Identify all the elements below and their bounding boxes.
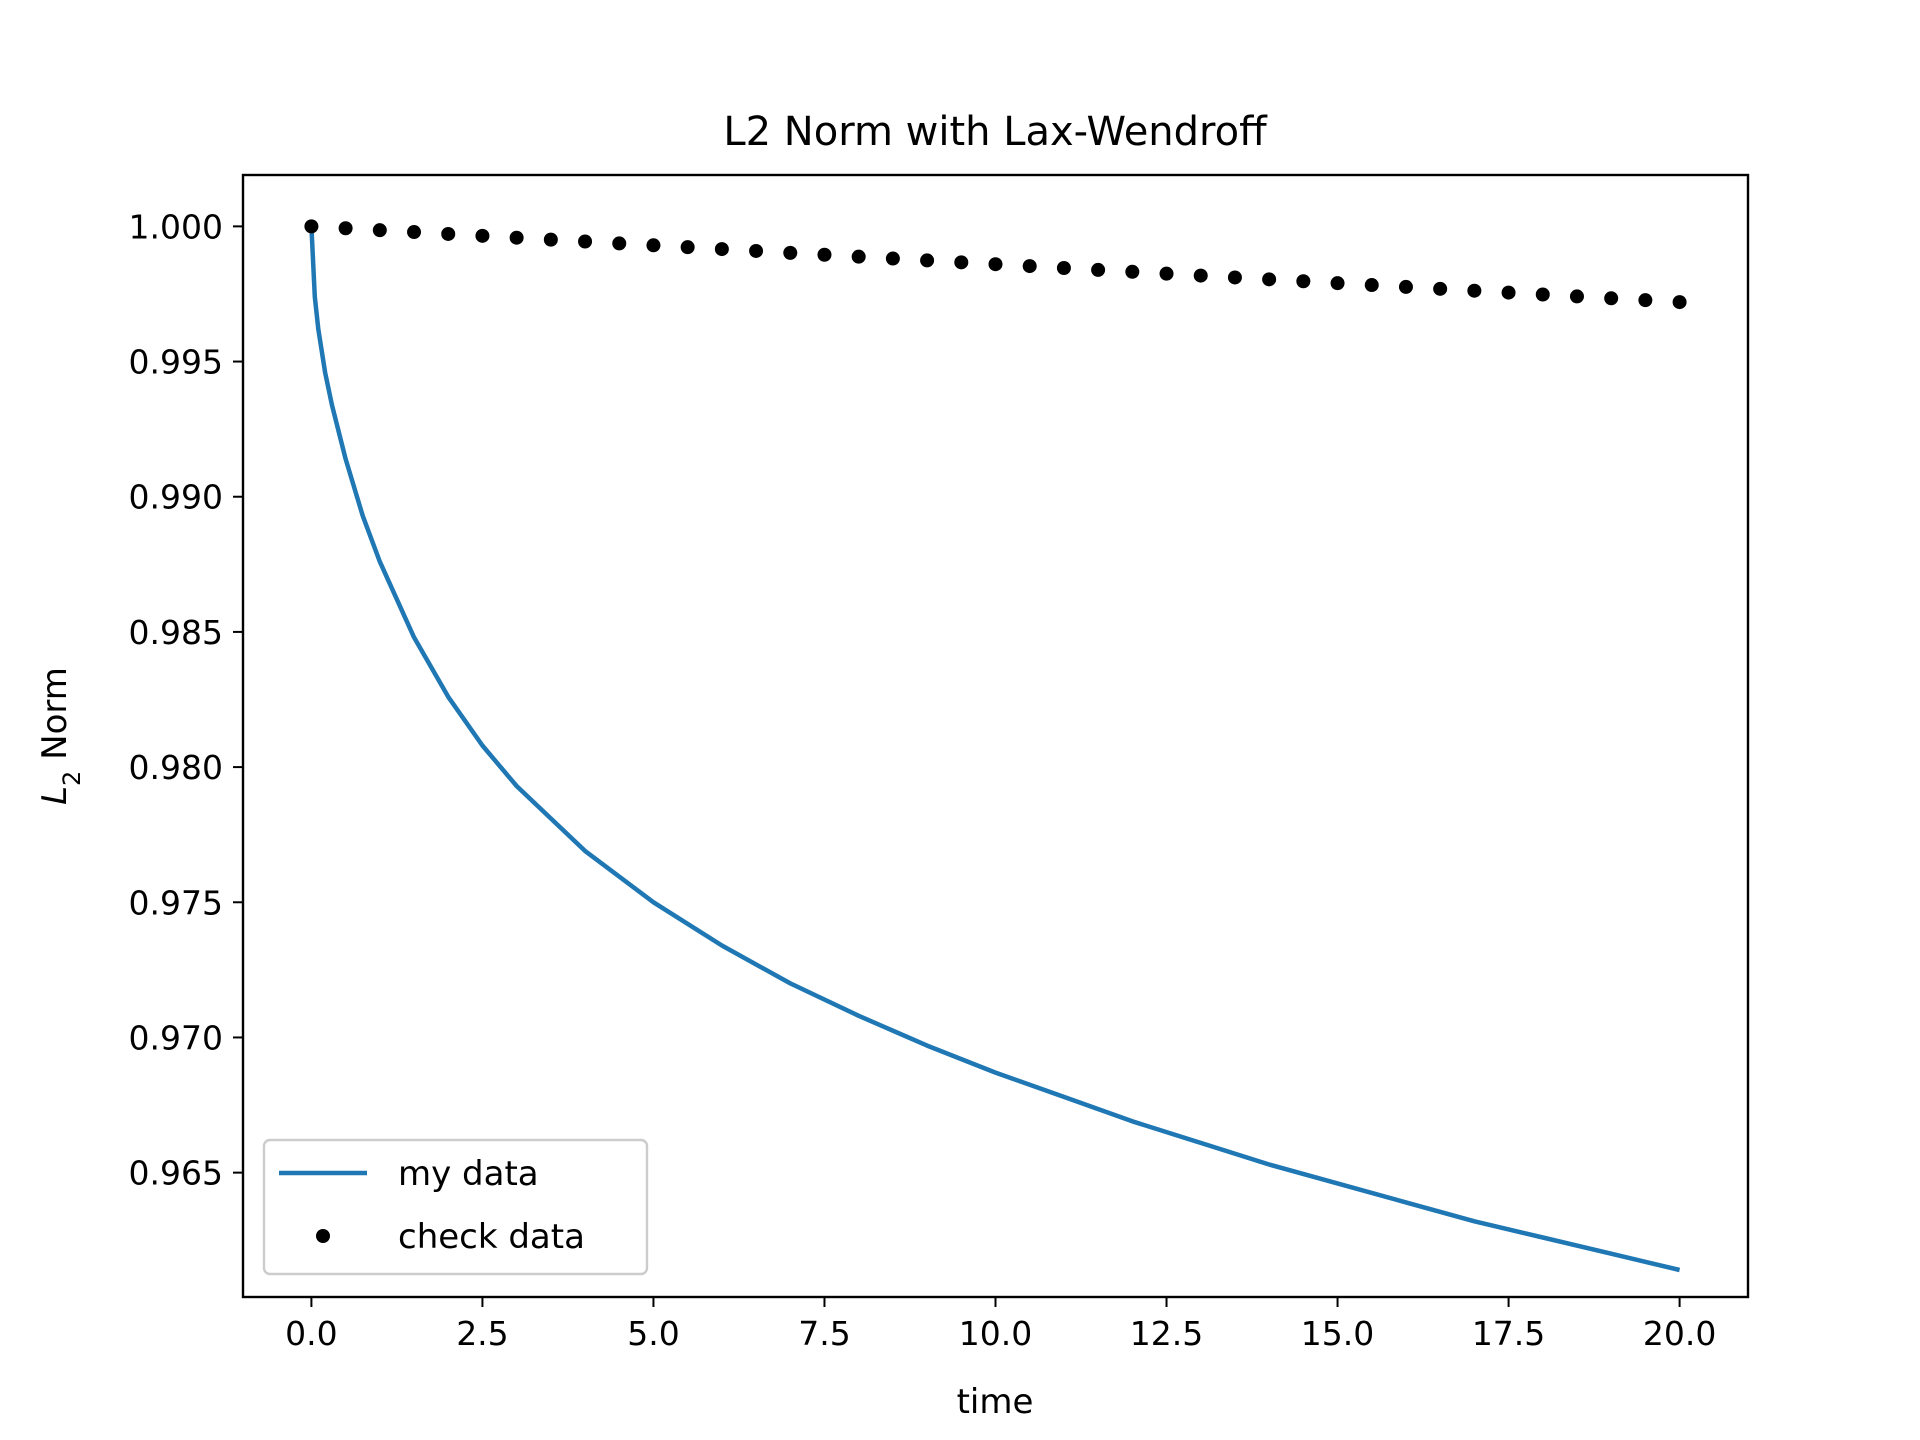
y-tick-label: 0.990 — [129, 478, 223, 517]
x-tick-label: 5.0 — [627, 1314, 679, 1353]
y-axis-title-main: L — [35, 786, 75, 805]
check-data-point — [578, 234, 593, 249]
y-tick-label: 0.975 — [129, 883, 223, 922]
check-data-point — [1638, 293, 1653, 308]
check-data-point — [817, 247, 832, 262]
y-axis-title: L2 Norm — [35, 667, 86, 805]
y-axis-title-sub: 2 — [58, 771, 86, 786]
series-line-my-data — [309, 226, 1681, 1273]
check-data-point — [1296, 274, 1311, 289]
plot-area — [304, 219, 1687, 1273]
check-data-point — [1022, 259, 1037, 274]
x-tick-label: 2.5 — [456, 1314, 508, 1353]
x-tick-label: 17.5 — [1472, 1314, 1545, 1353]
check-data-point — [885, 251, 900, 266]
y-tick-label: 0.970 — [129, 1018, 223, 1057]
check-data-point — [920, 253, 935, 268]
x-tick-label: 12.5 — [1130, 1314, 1203, 1353]
x-tick-label: 0.0 — [285, 1314, 337, 1353]
check-data-point — [954, 255, 969, 270]
check-data-point — [988, 257, 1003, 272]
legend: my data check data — [262, 1138, 649, 1276]
check-data-point — [475, 228, 490, 243]
x-axis-title: time — [957, 1382, 1034, 1422]
check-data-point — [1227, 270, 1242, 285]
y-axis-title-rest: Norm — [35, 667, 75, 771]
check-data-point — [407, 225, 422, 240]
check-data-point — [714, 242, 729, 257]
check-data-point — [1193, 268, 1208, 283]
y-tick-label: 0.965 — [129, 1154, 223, 1193]
check-data-point — [338, 221, 353, 236]
check-data-point — [646, 238, 661, 253]
check-data-point — [1262, 272, 1277, 287]
check-data-point — [1056, 261, 1071, 276]
check-data-point — [1672, 295, 1687, 310]
x-tick-label: 10.0 — [959, 1314, 1032, 1353]
check-data-point — [1569, 289, 1584, 304]
check-data-point — [372, 223, 387, 238]
check-data-point — [509, 230, 524, 245]
legend-label-my-data: my data — [398, 1154, 539, 1194]
check-data-point — [1604, 291, 1619, 306]
y-tick-label: 0.985 — [129, 613, 223, 652]
check-data-point — [1467, 283, 1482, 298]
y-tick-label: 0.995 — [129, 343, 223, 382]
legend-label-check-data: check data — [398, 1217, 585, 1257]
x-tick-label: 7.5 — [798, 1314, 850, 1353]
check-data-point — [1364, 278, 1379, 293]
check-data-point — [1159, 266, 1174, 281]
check-data-point — [1330, 276, 1345, 291]
y-tick-label: 1.000 — [129, 207, 223, 246]
legend-dot-sample — [316, 1229, 330, 1243]
check-data-point — [1501, 285, 1516, 300]
check-data-point — [680, 240, 695, 255]
y-tick-label: 0.980 — [129, 748, 223, 787]
check-data-point — [783, 245, 798, 260]
check-data-point — [1125, 264, 1140, 279]
check-data-point — [749, 243, 764, 258]
check-data-point — [543, 232, 558, 247]
check-data-point — [1433, 281, 1448, 296]
x-tick-label: 15.0 — [1301, 1314, 1374, 1353]
check-data-point — [1091, 262, 1106, 277]
check-data-point — [304, 219, 319, 234]
check-data-point — [1398, 279, 1413, 294]
check-data-point — [851, 249, 866, 264]
check-data-point — [441, 226, 456, 241]
check-data-point — [612, 236, 627, 251]
check-data-point — [1535, 287, 1550, 302]
y-axis: 0.965 0.970 0.975 0.980 0.985 0.990 0.995 1.000 — [129, 207, 243, 1193]
x-tick-label: 20.0 — [1643, 1314, 1716, 1353]
x-axis: 0.0 2.5 5.0 7.5 10.0 12.5 15.0 17.5 20.0 — [285, 1297, 1716, 1353]
chart-title: L2 Norm with Lax-Wendroff — [723, 109, 1268, 155]
